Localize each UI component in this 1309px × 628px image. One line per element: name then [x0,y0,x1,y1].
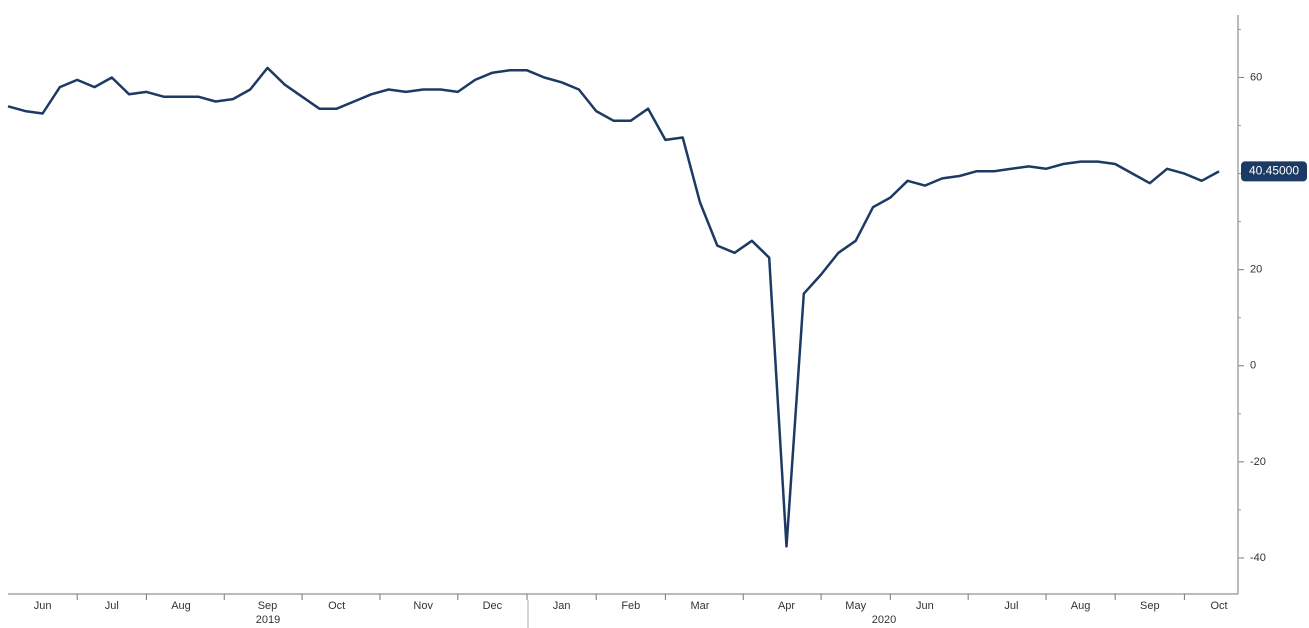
y-tick-label: -40 [1250,552,1266,564]
x-tick-label: Sep [258,600,278,612]
y-tick-label: 20 [1250,264,1262,276]
x-tick-label: Jul [1004,600,1018,612]
x-tick-label: Jun [916,600,934,612]
year-label: 2020 [872,614,896,626]
x-tick-label: Oct [1210,600,1227,612]
x-tick-label: Apr [778,600,795,612]
x-tick-label: Jun [34,600,52,612]
x-tick-label: Aug [171,600,191,612]
last-value-label: 40.45000 [1249,164,1299,178]
x-tick-label: Jan [553,600,571,612]
y-tick-label: 0 [1250,360,1256,372]
x-tick-label: Aug [1071,600,1091,612]
year-label: 2019 [256,614,280,626]
x-tick-label: Oct [328,600,345,612]
line-series [7,66,1220,548]
x-tick-label: Mar [691,600,710,612]
x-tick-label: Jul [105,600,119,612]
last-value-tag [1241,161,1307,182]
y-tick-label: -20 [1250,456,1266,468]
x-tick-label: Nov [413,600,433,612]
x-tick-label: Sep [1140,600,1160,612]
y-tick-label: 60 [1250,71,1262,83]
x-tick-label: May [845,600,866,612]
x-tick-label: Feb [621,600,640,612]
x-tick-label: Dec [483,600,503,612]
